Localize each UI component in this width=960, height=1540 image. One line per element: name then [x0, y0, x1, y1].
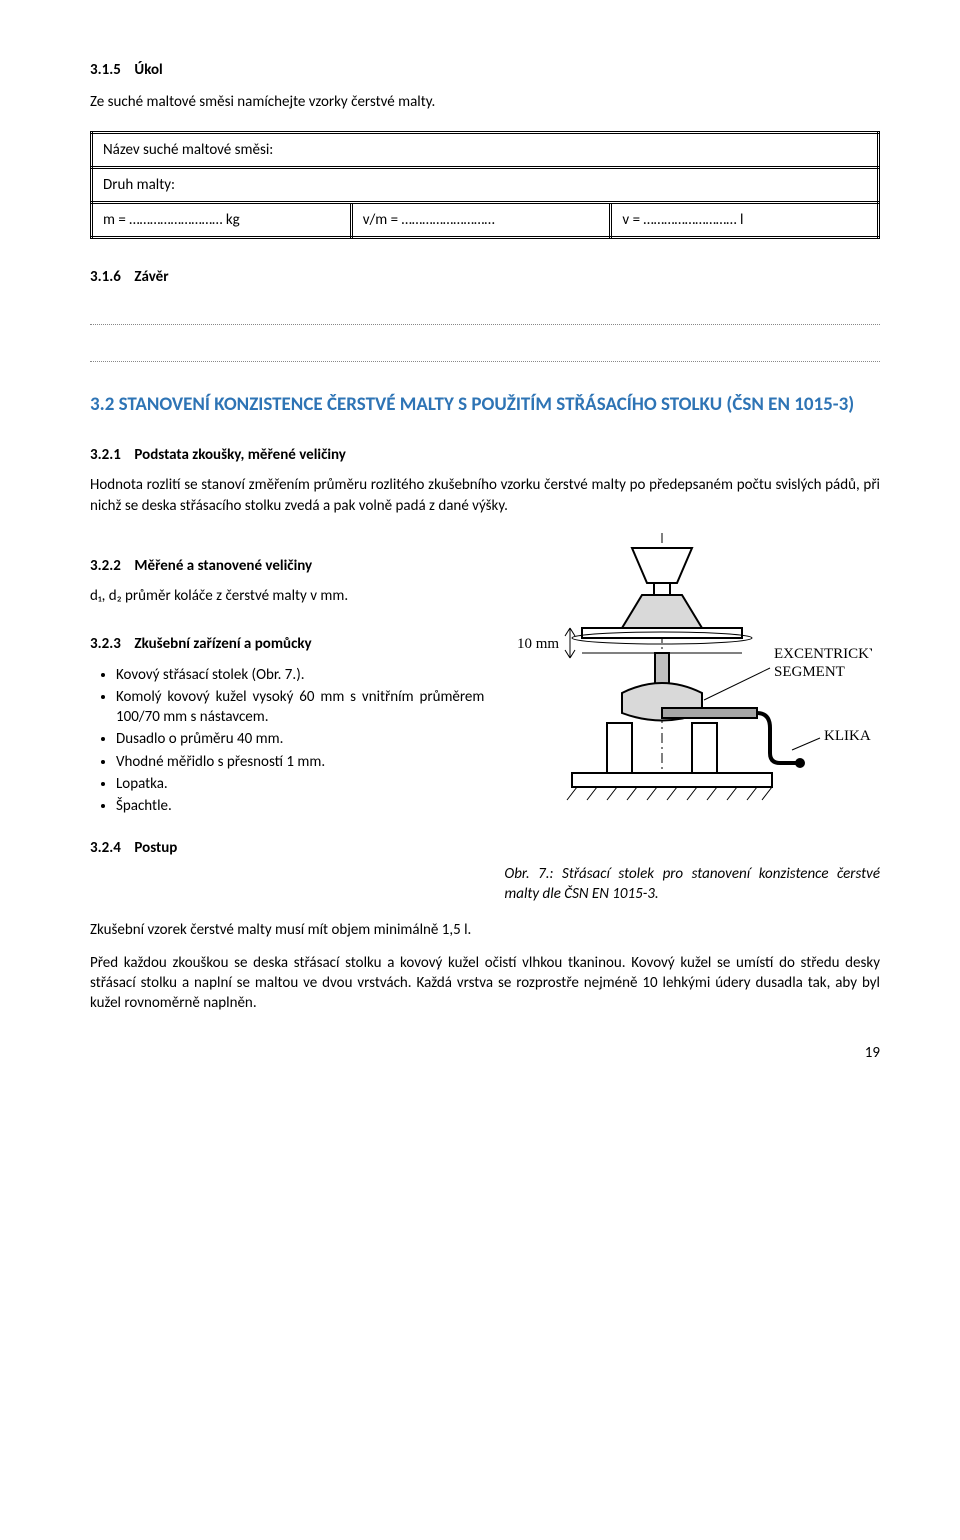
heading-315: 3.1.5 Úkol — [90, 60, 880, 80]
label-exc-1: EXCENTRICKÝ — [774, 645, 872, 662]
label-exc-2: SEGMENT — [774, 664, 845, 680]
tool-item: Špachtle. — [116, 796, 484, 816]
title: Měřené a stanovené veličiny — [134, 557, 312, 575]
title: Zkušební zařízení a pomůcky — [134, 635, 311, 653]
input-table: Název suché maltové směsi: Druh malty: m… — [90, 131, 880, 240]
title: Úkol — [134, 61, 162, 79]
tool-item: Kovový střásací stolek (Obr. 7.). — [116, 665, 484, 685]
num: 3.2.1 — [90, 446, 121, 464]
blank-line-2 — [90, 343, 880, 362]
tool-item: Komolý kovový kužel vysoký 60 mm s vnitř… — [116, 687, 484, 728]
para-324a: Zkušební vzorek čerstvé malty musí mít o… — [90, 920, 880, 940]
title: Podstata zkoušky, měřené veličiny — [134, 446, 346, 464]
cell-vm: v/m = ……………………… — [351, 203, 611, 238]
blank-line-1 — [90, 306, 880, 325]
para-321: Hodnota rozlití se stanoví změřením prům… — [90, 475, 880, 516]
num: 3.2.2 — [90, 557, 121, 575]
heading-321: 3.2.1 Podstata zkoušky, měřené veličiny — [90, 445, 880, 465]
tool-item: Dusadlo o průměru 40 mm. — [116, 729, 484, 749]
heading-322: 3.2.2 Měřené a stanovené veličiny — [90, 556, 484, 576]
row-druh: Druh malty: — [92, 167, 879, 202]
tool-item: Vhodné měřidlo s přesností 1 mm. — [116, 752, 484, 772]
heading-316: 3.1.6 Závěr — [90, 267, 880, 287]
num: 3.1.6 — [90, 268, 121, 286]
num: 3.2.4 — [90, 839, 121, 857]
num: 3.2.3 — [90, 635, 121, 653]
tools-list: Kovový střásací stolek (Obr. 7.). Komolý… — [90, 665, 484, 817]
cell-m: m = ……………………… kg — [92, 203, 352, 238]
figure-caption: Obr. 7.: Střásací stolek pro stanovení k… — [504, 864, 880, 905]
row-nazev: Název suché maltové směsi: — [92, 132, 879, 167]
title: Postup — [134, 839, 177, 857]
num: 3.1.5 — [90, 61, 121, 79]
label-10mm: 10 mm — [517, 636, 559, 652]
d12-line: d₁, d₂ průměr koláče z čerstvé malty v m… — [90, 586, 484, 606]
heading-32: 3.2 STANOVENÍ KONZISTENCE ČERSTVÉ MALTY … — [90, 392, 880, 418]
label-klika: KLIKA — [824, 728, 871, 744]
intro-text: Ze suché maltové směsi namíchejte vzorky… — [90, 92, 880, 112]
cell-v: v = ……………………… l — [611, 203, 879, 238]
figure-7: 10 mm EXCENTRICKÝ SEGMENT KLIKA — [512, 528, 872, 858]
page-number: 19 — [90, 1043, 880, 1063]
title: Závěr — [134, 268, 168, 286]
heading-323: 3.2.3 Zkušební zařízení a pomůcky — [90, 634, 484, 654]
heading-324: 3.2.4 Postup — [90, 838, 484, 858]
tool-item: Lopatka. — [116, 774, 484, 794]
para-324b: Před každou zkouškou se deska střásací s… — [90, 953, 880, 1014]
